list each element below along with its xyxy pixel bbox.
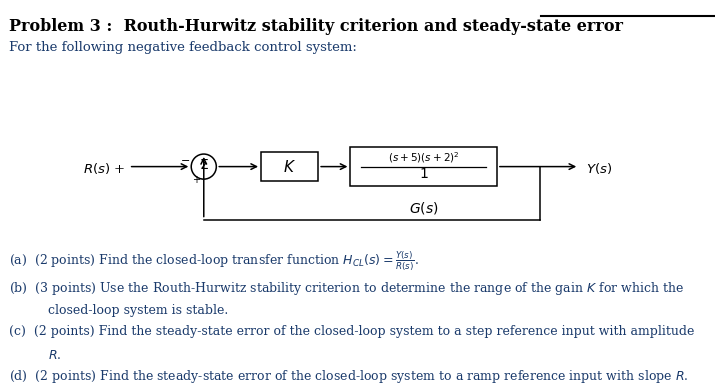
Text: (c)  (2 points) Find the steady-state error of the closed-loop system to a step : (c) (2 points) Find the steady-state err…: [9, 325, 694, 338]
Text: $Y(s)$: $Y(s)$: [586, 161, 613, 176]
Text: $R(s)$ +: $R(s)$ +: [83, 161, 125, 176]
Text: For the following negative feedback control system:: For the following negative feedback cont…: [9, 41, 357, 54]
Text: (b)  (3 points) Use the Routh-Hurwitz stability criterion to determine the range: (b) (3 points) Use the Routh-Hurwitz sta…: [9, 280, 684, 297]
Text: (d)  (2 points) Find the steady-state error of the closed-loop system to a ramp : (d) (2 points) Find the steady-state err…: [9, 368, 688, 385]
Text: $R$.: $R$.: [48, 349, 61, 362]
Bar: [261, 152, 318, 181]
Text: $-$: $-$: [180, 154, 190, 164]
Text: (a)  (2 points) Find the closed-loop transfer function $H_{CL}(s) = \frac{Y(s)}{: (a) (2 points) Find the closed-loop tran…: [9, 249, 418, 273]
Text: +: +: [192, 175, 200, 185]
Text: $1$: $1$: [419, 167, 428, 181]
Text: $K$: $K$: [283, 159, 296, 174]
Text: $\Sigma$: $\Sigma$: [199, 158, 209, 172]
Text: $(s+5)(s+2)^2$: $(s+5)(s+2)^2$: [388, 151, 460, 165]
Text: $G(s)$: $G(s)$: [409, 200, 438, 216]
Text: closed-loop system is stable.: closed-loop system is stable.: [48, 304, 228, 317]
Text: Problem 3 :  Routh-Hurwitz stability criterion and steady-state error: Problem 3 : Routh-Hurwitz stability crit…: [9, 18, 623, 34]
Bar: [350, 147, 497, 186]
